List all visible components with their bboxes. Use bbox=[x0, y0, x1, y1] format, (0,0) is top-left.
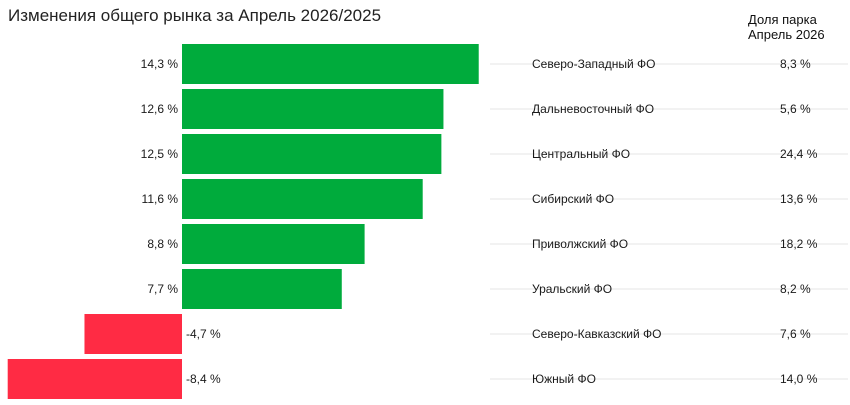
category-label: Южный ФО bbox=[532, 372, 596, 386]
share-header-line-2: Апрель 2026 bbox=[748, 27, 825, 42]
share-label: 8,3 % bbox=[780, 57, 811, 71]
value-label: -8,4 % bbox=[186, 372, 221, 386]
bar bbox=[182, 224, 365, 264]
category-label: Дальневосточный ФО bbox=[532, 102, 654, 116]
value-label: 8,8 % bbox=[147, 237, 178, 251]
value-label: 12,6 % bbox=[141, 102, 179, 116]
category-label: Северо-Западный ФО bbox=[532, 57, 655, 71]
share-column-header: Доля парка Апрель 2026 bbox=[748, 12, 848, 42]
bar bbox=[182, 44, 479, 84]
bar bbox=[182, 269, 342, 309]
share-label: 14,0 % bbox=[780, 372, 818, 386]
chart-title: Изменения общего рынка за Апрель 2026/20… bbox=[8, 6, 382, 25]
share-label: 8,2 % bbox=[780, 282, 811, 296]
category-label: Сибирский ФО bbox=[532, 192, 614, 206]
bar bbox=[84, 314, 182, 354]
value-label: 7,7 % bbox=[147, 282, 178, 296]
value-label: 14,3 % bbox=[141, 57, 179, 71]
share-label: 5,6 % bbox=[780, 102, 811, 116]
bar bbox=[182, 179, 423, 219]
value-label: 11,6 % bbox=[142, 192, 179, 206]
bar bbox=[182, 89, 444, 129]
bar bbox=[182, 134, 442, 174]
share-label: 7,6 % bbox=[780, 327, 811, 341]
category-label: Северо-Кавказский ФО bbox=[532, 327, 662, 341]
category-label: Уральский ФО bbox=[532, 282, 612, 296]
value-label: -4,7 % bbox=[186, 327, 221, 341]
share-label: 24,4 % bbox=[780, 147, 818, 161]
category-label: Приволжский ФО bbox=[532, 237, 628, 251]
share-label: 18,2 % bbox=[780, 237, 818, 251]
share-label: 13,6 % bbox=[780, 192, 818, 206]
value-label: 12,5 % bbox=[141, 147, 179, 161]
category-label: Центральный ФО bbox=[532, 147, 630, 161]
bar bbox=[7, 359, 183, 399]
share-header-line-1: Доля парка bbox=[748, 12, 817, 27]
